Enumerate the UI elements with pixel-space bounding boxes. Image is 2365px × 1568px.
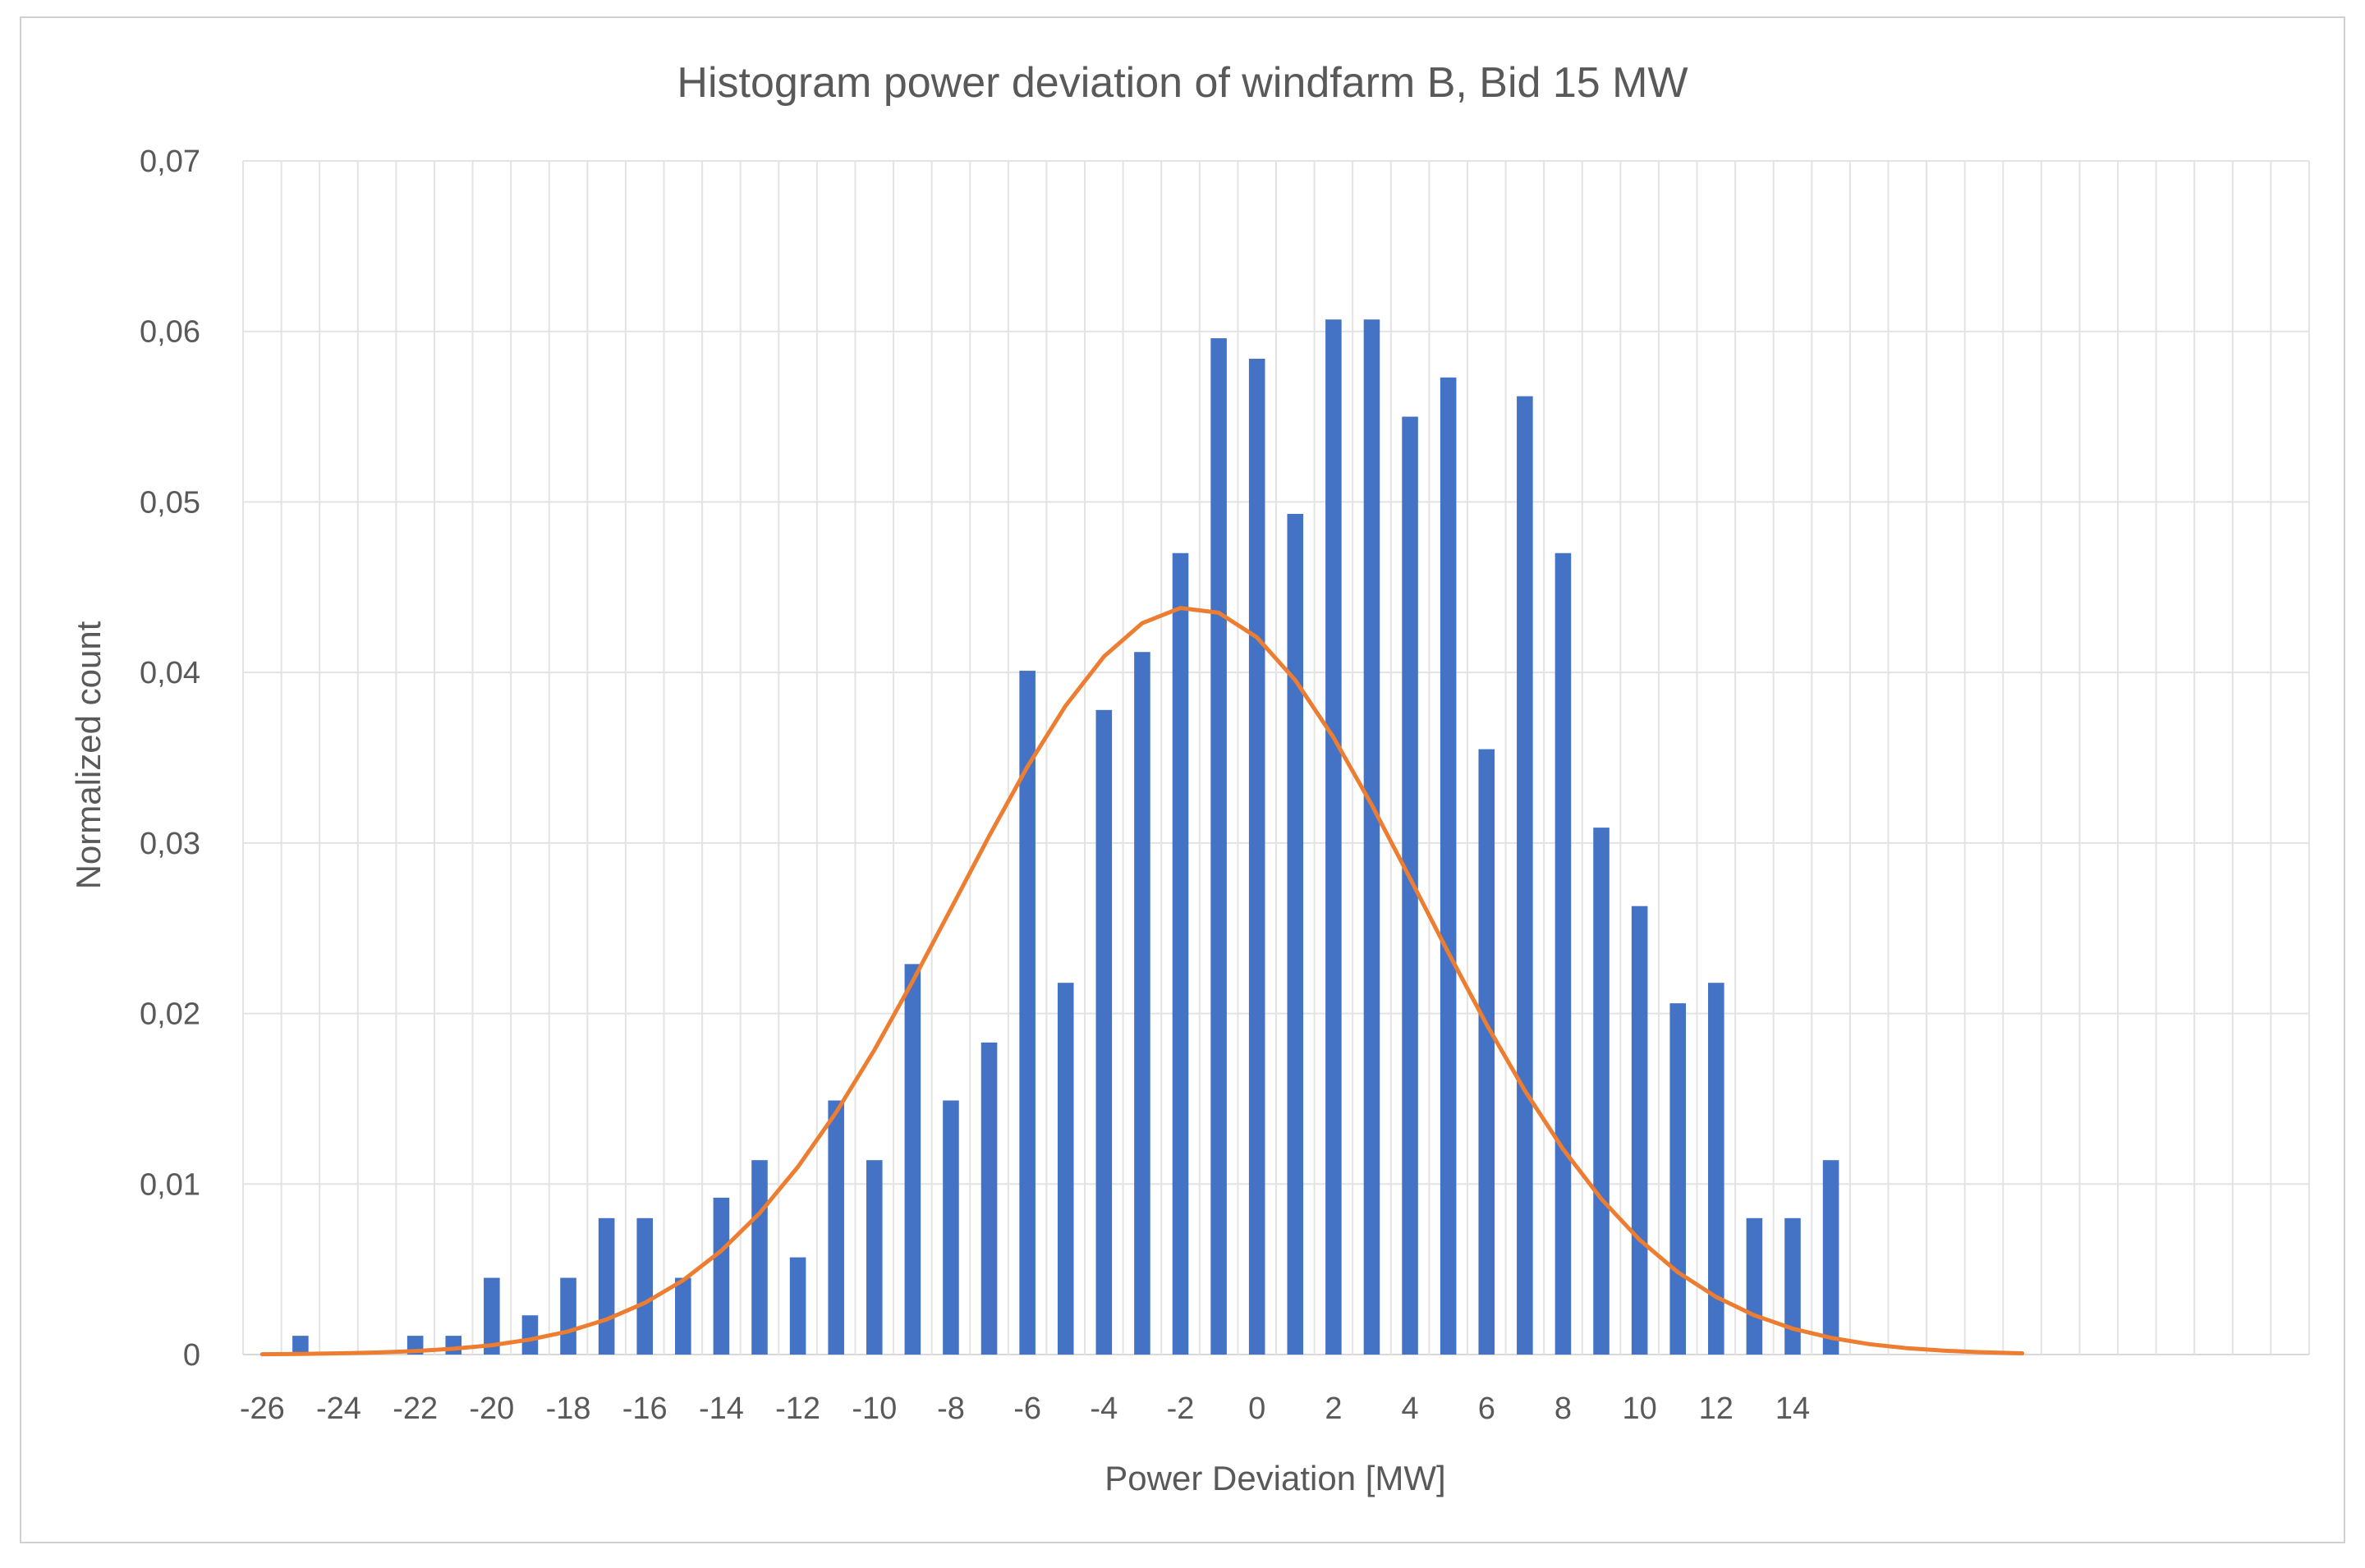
histogram-bar — [751, 1160, 768, 1355]
histogram-bar — [675, 1277, 691, 1355]
histogram-bar — [1019, 671, 1036, 1355]
histogram-bar — [1440, 377, 1457, 1355]
histogram-bar — [1554, 552, 1572, 1355]
x-tick-label: -8 — [937, 1391, 965, 1426]
x-tick-label: -20 — [469, 1391, 514, 1426]
y-tick-label: 0,02 — [140, 997, 200, 1032]
fit-curve-series — [259, 606, 2025, 1357]
x-tick-label: 10 — [1622, 1391, 1656, 1426]
y-axis-title: Normalized count — [69, 621, 108, 889]
x-tick-label: 8 — [1554, 1391, 1572, 1426]
histogram-bar — [980, 1042, 998, 1355]
y-tick-label: 0,03 — [140, 827, 200, 861]
histogram-bar — [1708, 983, 1724, 1355]
x-tick-label: 6 — [1478, 1391, 1495, 1426]
x-tick-label: -14 — [699, 1391, 744, 1426]
histogram-bar — [713, 1197, 730, 1355]
histogram-bar — [828, 1100, 844, 1355]
x-tick-label: -24 — [316, 1391, 361, 1426]
y-tick-label: 0,05 — [140, 485, 200, 520]
histogram-bar — [484, 1277, 500, 1355]
grid — [242, 160, 2310, 1355]
histogram-bar — [866, 1160, 883, 1355]
histogram-bar — [445, 1336, 462, 1355]
x-tick-label: -22 — [393, 1391, 438, 1426]
x-tick-label: -6 — [1013, 1391, 1041, 1426]
histogram-bar — [1095, 709, 1113, 1355]
histogram-bar — [1057, 983, 1074, 1355]
histogram-bar — [1172, 552, 1189, 1355]
x-tick-label: -12 — [775, 1391, 820, 1426]
y-tick-label: 0 — [183, 1338, 200, 1373]
histogram-bar — [1402, 416, 1418, 1355]
x-tick-label: 4 — [1402, 1391, 1419, 1426]
histogram-bar — [789, 1257, 806, 1355]
histogram-bar — [1784, 1217, 1801, 1355]
histogram-bar — [292, 1336, 309, 1355]
histogram-bar — [904, 964, 921, 1355]
histogram-bar — [1631, 905, 1648, 1355]
histogram-bar — [560, 1277, 576, 1355]
bar-series — [292, 319, 1839, 1355]
x-tick-label: 0 — [1248, 1391, 1265, 1426]
x-tick-label: -4 — [1090, 1391, 1118, 1426]
x-axis-title: Power Deviation [MW] — [1104, 1459, 1445, 1497]
histogram-bar — [521, 1315, 539, 1355]
chart-title: Histogram power deviation of windfarm B,… — [677, 59, 1688, 107]
normal-fit-line — [259, 606, 2025, 1357]
histogram-bar — [1363, 319, 1380, 1355]
x-tick-label: -2 — [1167, 1391, 1195, 1426]
x-tick-label: 12 — [1699, 1391, 1734, 1426]
y-tick-label: 0,04 — [140, 656, 200, 690]
x-tick-label: -16 — [622, 1391, 668, 1426]
y-tick-label: 0,06 — [140, 315, 200, 350]
histogram-bar — [1325, 319, 1342, 1355]
histogram-bar — [943, 1100, 959, 1355]
x-tick-label: 14 — [1775, 1391, 1810, 1426]
histogram-bar — [1248, 358, 1265, 1355]
histogram-bar — [1287, 513, 1304, 1355]
x-tick-label: -18 — [546, 1391, 591, 1426]
y-tick-label: 0,01 — [140, 1167, 200, 1202]
histogram-bar — [598, 1217, 615, 1355]
histogram-bar — [636, 1217, 654, 1355]
x-tick-label: 2 — [1325, 1391, 1342, 1426]
histogram-bar — [1210, 338, 1227, 1355]
y-tick-label: 0,07 — [140, 144, 200, 179]
histogram-bar — [1593, 828, 1610, 1355]
histogram-bar — [1669, 1003, 1687, 1355]
x-tick-label: -10 — [852, 1391, 897, 1426]
histogram-bar — [1822, 1160, 1839, 1355]
histogram-bar — [1134, 652, 1150, 1355]
histogram-bar — [1517, 396, 1533, 1355]
tick-labels: -26 -24 -22 -20 -18 -16 -14 -12 -10 -8 -6 -4 -2 0 2 4 6 8… — [140, 144, 1810, 1426]
x-tick-label: -26 — [240, 1391, 285, 1426]
histogram-bar — [1746, 1217, 1763, 1355]
histogram-bar — [1478, 749, 1495, 1355]
